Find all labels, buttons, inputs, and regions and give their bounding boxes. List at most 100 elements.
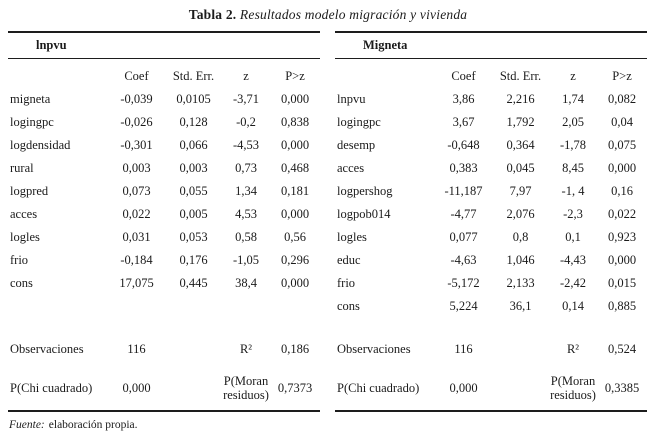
variable-name: logpred bbox=[10, 184, 49, 198]
stderr-value: 2,133 bbox=[506, 276, 535, 290]
table-row: cons 17,075 0,445 38,4 0,000 bbox=[8, 272, 320, 295]
col-header-p: P>z bbox=[612, 69, 632, 83]
z-value: 38,4 bbox=[235, 276, 257, 290]
p-value: 0,296 bbox=[280, 253, 310, 267]
coef-value: 0,031 bbox=[122, 230, 151, 244]
stderr-value: 7,97 bbox=[509, 184, 532, 198]
stderr-value: 0,055 bbox=[179, 184, 208, 198]
coef-value: 0,073 bbox=[122, 184, 151, 198]
table-row: logpershog -11,187 7,97 -1, 4 0,16 bbox=[335, 180, 647, 203]
coef-value: -4,63 bbox=[450, 253, 477, 267]
variable-name: frio bbox=[10, 253, 29, 267]
table-row: logpred 0,073 0,055 1,34 0,181 bbox=[8, 180, 320, 203]
z-value: 0,14 bbox=[562, 299, 584, 313]
table-row: logpob014 -4,77 2,076 -2,3 0,022 bbox=[335, 203, 647, 226]
moran-label: P(Moran residuos) bbox=[550, 373, 596, 402]
col-header-variable bbox=[335, 59, 435, 89]
stderr-value: 0,005 bbox=[179, 207, 208, 221]
spacer-row bbox=[8, 318, 320, 333]
coef-value: 3,86 bbox=[452, 92, 475, 106]
variable-name: logdensidad bbox=[10, 138, 71, 152]
table-row: rural 0,003 0,003 0,73 0,468 bbox=[8, 157, 320, 180]
r2-value: 0,524 bbox=[607, 342, 637, 356]
stderr-value: 0,128 bbox=[179, 115, 208, 129]
coef-value: -0,648 bbox=[447, 138, 480, 152]
table-row: cons 5,224 36,1 0,14 0,885 bbox=[335, 295, 647, 318]
stderr-value: 0,045 bbox=[506, 161, 535, 175]
z-value: 1,34 bbox=[235, 184, 257, 198]
variable-name: educ bbox=[337, 253, 361, 267]
stderr-value: 2,216 bbox=[506, 92, 535, 106]
z-value: 0,58 bbox=[235, 230, 257, 244]
chi-squared-label: P(Chi cuadrado) bbox=[337, 380, 420, 395]
chi-squared-row: P(Chi cuadrado) 0,000 P(Moran residuos) 0,3… bbox=[335, 366, 647, 411]
p-value: 0,022 bbox=[607, 207, 637, 221]
chi-squared-row: P(Chi cuadrado) 0,000 P(Moran residuos) 0,7… bbox=[8, 366, 320, 411]
variable-name: rural bbox=[10, 161, 34, 175]
z-value: -4,43 bbox=[559, 253, 587, 267]
results-table: Migneta Coef Std. Err. z P>z lnpvu 3,86 2,216 1,… bbox=[335, 31, 648, 412]
variable-name: logles bbox=[10, 230, 40, 244]
z-value: -1, 4 bbox=[561, 184, 585, 198]
stderr-value: 2,076 bbox=[506, 207, 535, 221]
z-value: -0,2 bbox=[236, 115, 256, 129]
p-value: 0,000 bbox=[280, 276, 310, 290]
coef-value: 0,383 bbox=[449, 161, 478, 175]
table-row: frio -0,184 0,176 -1,05 0,296 bbox=[8, 249, 320, 272]
variable-name: desemp bbox=[337, 138, 376, 152]
variable-name: acces bbox=[10, 207, 38, 221]
col-header-stderr: Std. Err. bbox=[499, 69, 542, 83]
p-value: 0,075 bbox=[607, 138, 637, 152]
coef-value: 0,077 bbox=[449, 230, 478, 244]
p-value: 0,923 bbox=[607, 230, 637, 244]
chi-squared-value: 0,000 bbox=[449, 380, 478, 395]
z-value: -3,71 bbox=[232, 92, 260, 106]
p-value: 0,838 bbox=[280, 115, 310, 129]
r2-value: 0,186 bbox=[280, 342, 310, 356]
moran-label: P(Moran residuos) bbox=[223, 373, 269, 402]
variable-name: acces bbox=[337, 161, 365, 175]
chi-squared-value: 0,000 bbox=[122, 380, 151, 395]
stderr-value: 0,445 bbox=[179, 276, 208, 290]
table-row: desemp -0,648 0,364 -1,78 0,075 bbox=[335, 134, 647, 157]
results-table: lnpvu Coef Std. Err. z P>z migneta -0,039 0,010… bbox=[8, 31, 320, 412]
p-value: 0,082 bbox=[607, 92, 637, 106]
z-value: -1,05 bbox=[232, 253, 260, 267]
coef-value: -11,187 bbox=[444, 184, 483, 198]
variable-name: logles bbox=[337, 230, 367, 244]
table-title-number: Tabla 2. bbox=[188, 7, 237, 22]
z-value: 0,1 bbox=[565, 230, 581, 244]
coef-value: -0,301 bbox=[120, 138, 153, 152]
p-value: 0,000 bbox=[280, 207, 310, 221]
stderr-value: 0,0105 bbox=[176, 92, 211, 106]
source-label: Fuente: bbox=[9, 419, 45, 431]
p-value: 0,000 bbox=[607, 161, 637, 175]
p-value: 0,16 bbox=[611, 184, 633, 198]
z-value: 0,73 bbox=[235, 161, 257, 175]
z-value: 2,05 bbox=[562, 115, 584, 129]
panel-title: lnpvu bbox=[8, 32, 320, 59]
chi-squared-label: P(Chi cuadrado) bbox=[10, 380, 93, 395]
p-value: 0,468 bbox=[280, 161, 310, 175]
col-header-p: P>z bbox=[285, 69, 305, 83]
coef-value: 3,67 bbox=[452, 115, 475, 129]
variable-name: logpershog bbox=[337, 184, 393, 198]
stderr-value: 0,066 bbox=[179, 138, 208, 152]
panel-title: Migneta bbox=[335, 32, 648, 59]
observations-value: 116 bbox=[127, 342, 146, 356]
stderr-value: 0,053 bbox=[179, 230, 208, 244]
observations-label: Observaciones bbox=[10, 342, 84, 356]
p-value: 0,000 bbox=[607, 253, 637, 267]
table-row: migneta -0,039 0,0105 -3,71 0,000 bbox=[8, 88, 320, 111]
coef-value: -0,026 bbox=[120, 115, 153, 129]
coef-value: -5,172 bbox=[447, 276, 480, 290]
r2-label: R² bbox=[566, 342, 580, 356]
r2-label: R² bbox=[239, 342, 253, 356]
table-title-text: Resultados modelo migración y vivienda bbox=[236, 7, 468, 22]
stderr-value: 0,003 bbox=[179, 161, 208, 175]
coef-value: 17,075 bbox=[119, 276, 154, 290]
variable-name: lnpvu bbox=[337, 92, 366, 106]
observations-row: Observaciones 116 R² 0,524 bbox=[335, 333, 647, 366]
stderr-value: 1,046 bbox=[506, 253, 535, 267]
